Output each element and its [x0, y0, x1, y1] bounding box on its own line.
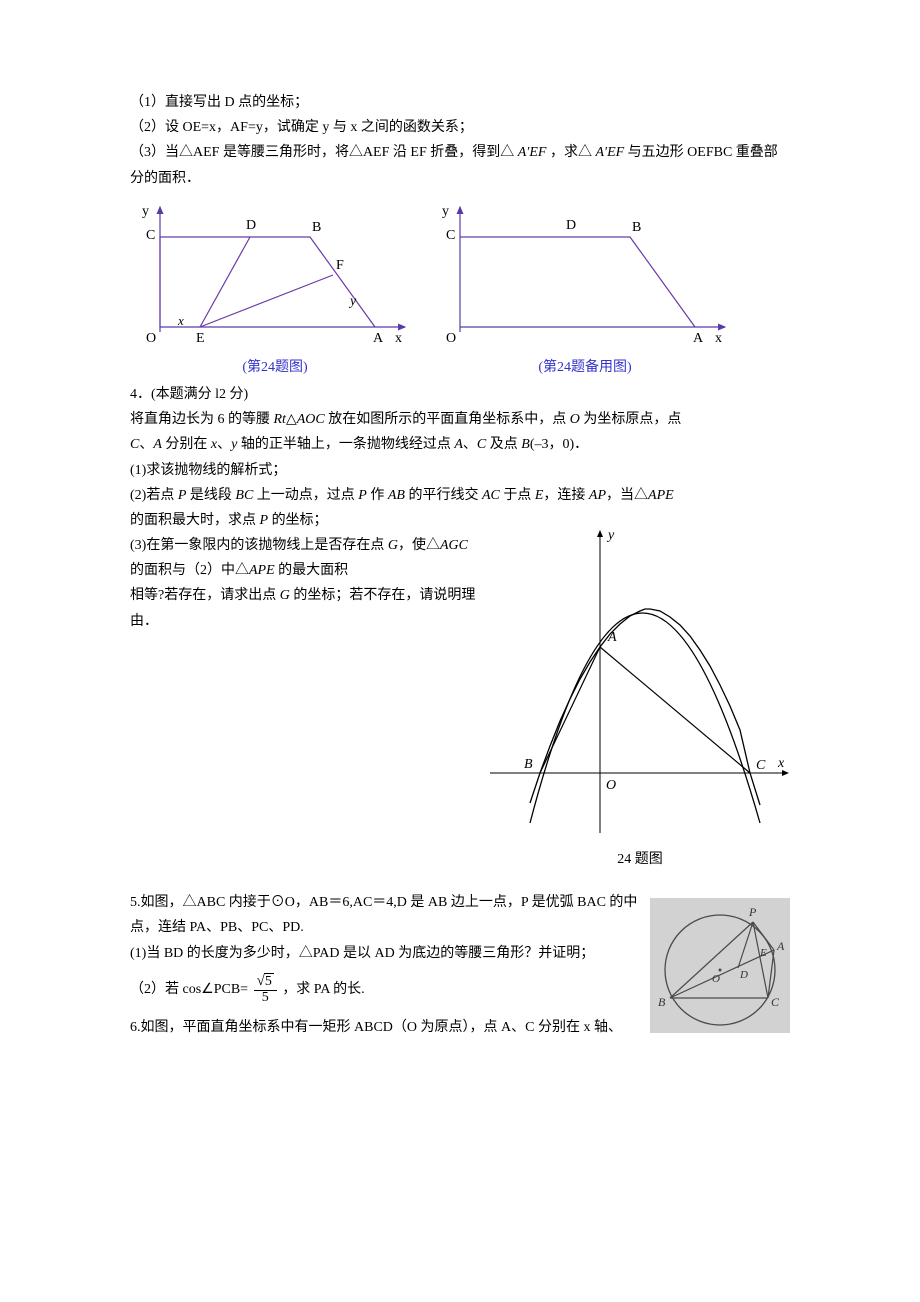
svg-text:y: y [606, 528, 615, 543]
svg-text:x: x [715, 331, 722, 346]
figure-24-caption: (第24题图) [130, 355, 420, 380]
svg-text:A: A [607, 630, 617, 645]
svg-text:O: O [606, 778, 616, 793]
svg-text:O: O [446, 331, 456, 346]
figure-24b-caption: 24 题图 [490, 847, 790, 872]
p3-line2: （2）设 OE=x，AF=y，试确定 y 与 x 之间的函数关系； [130, 115, 790, 140]
svg-text:E: E [196, 331, 205, 346]
svg-text:x: x [777, 756, 785, 771]
figure-24-row: y x O C D B A E F x y (第24题图) y x O [130, 197, 790, 380]
figure-24-spare: y x O C D B A (第24题备用图) [430, 197, 740, 380]
svg-text:C: C [771, 995, 780, 1009]
p4-line4: (2)若点 P 是线段 BC 上一动点，过点 P 作 AB 的平行线交 AC 于… [130, 483, 790, 508]
p4-line2: C、A 分别在 x、y 轴的正半轴上，一条抛物线经过点 A、C 及点 B(–3，… [130, 432, 790, 457]
figure-24-main: y x O C D B A E F x y (第24题图) [130, 197, 420, 380]
p3-line3: （3）当△AEF 是等腰三角形时，将△AEF 沿 EF 折叠，得到△ A′EF … [130, 140, 790, 190]
axis-x-label: x [395, 331, 402, 346]
figure-24b: y x O A B C 24 题图 [490, 523, 790, 872]
svg-text:F: F [336, 258, 344, 273]
svg-text:D: D [566, 218, 576, 233]
svg-text:A: A [373, 331, 384, 346]
svg-text:y: y [442, 204, 449, 219]
p3-line1: （1）直接写出 D 点的坐标； [130, 90, 790, 115]
svg-text:D: D [246, 218, 256, 233]
svg-text:B: B [632, 220, 641, 235]
svg-text:O: O [146, 331, 156, 346]
svg-text:B: B [658, 995, 666, 1009]
p4-line1: 将直角边长为 6 的等腰 Rt△AOC 放在如图所示的平面直角坐标系中，点 O … [130, 407, 790, 432]
p4-line3: (1)求该抛物线的解析式； [130, 458, 790, 483]
svg-text:B: B [312, 220, 321, 235]
svg-text:D: D [739, 969, 748, 981]
svg-text:P: P [748, 905, 757, 919]
figure-24-spare-caption: (第24题备用图) [430, 355, 740, 380]
svg-text:x: x [177, 313, 184, 328]
fraction-sqrt5-over-5: 5 5 [254, 974, 277, 1005]
svg-text:C: C [756, 758, 766, 773]
svg-text:A: A [776, 939, 785, 953]
svg-text:O: O [712, 973, 720, 985]
svg-text:C: C [446, 228, 455, 243]
svg-text:y: y [348, 294, 357, 309]
svg-text:C: C [146, 228, 155, 243]
axis-y-label: y [142, 204, 149, 219]
figure-5-circle: P A B C O D E [650, 898, 790, 1033]
svg-text:B: B [524, 757, 533, 772]
p4-heading: 4．(本题满分 l2 分) [130, 382, 790, 407]
svg-text:A: A [693, 331, 704, 346]
svg-text:E: E [759, 947, 767, 959]
